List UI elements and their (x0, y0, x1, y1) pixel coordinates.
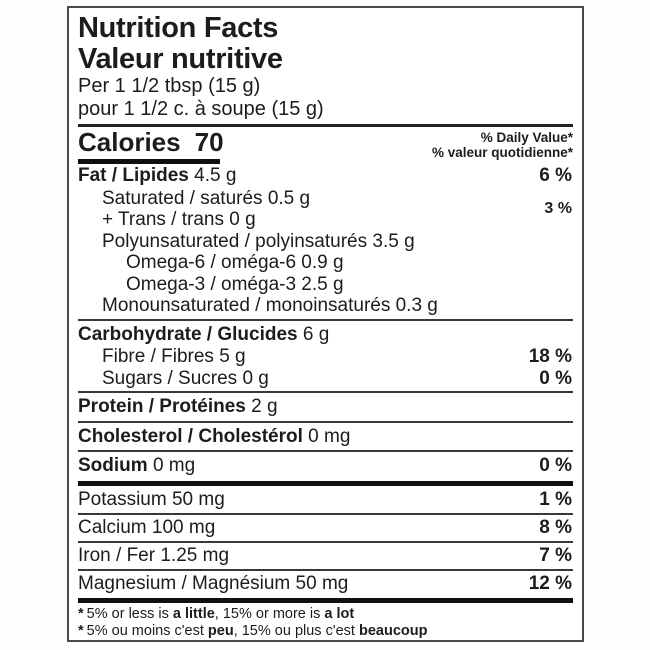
nutrient-name-omega3: Omega-3 / oméga-3 2.5 g (126, 273, 344, 295)
serving-size-fr: pour 1 1/2 c. à soupe (15 g) (78, 98, 324, 120)
nutrient-row-omega6: Omega-6 / oméga-6 0.9 g (78, 252, 573, 274)
nutrient-row-calcium: Calcium 100 mg 8 % (78, 517, 573, 539)
nutrient-row-fibre: Fibre / Fibres 5 g 18 % (78, 346, 573, 368)
nutrient-row-iron: Iron / Fer 1.25 mg 7 % (78, 545, 573, 567)
footnote-fr: * 5% ou moins c'est peu, 15% ou plus c'es… (78, 623, 428, 639)
calories-band: Calories 70 % Daily Value* % valeur quoti… (78, 129, 573, 164)
divider-protein-cholesterol (78, 420, 573, 423)
nutrient-name-magnesium: Magnesium / Magnésium 50 mg (78, 572, 349, 594)
nutrient-dv-magnesium: 12 % (528, 572, 572, 594)
calories-label: Calories (78, 127, 181, 157)
divider-cholesterol-sodium (78, 450, 573, 452)
daily-value-header: % Daily Value* % valeur quotidienne* (432, 129, 573, 160)
nutrient-name-sugars: Sugars / Sucres 0 g (102, 367, 269, 389)
nutrient-name-omega6: Omega-6 / oméga-6 0.9 g (126, 252, 344, 273)
nutrient-name-monounsaturated: Monounsaturated / monoinsaturés 0.3 g (102, 295, 438, 316)
calories-underline (78, 159, 220, 164)
nutrient-name-protein: Protein / Protéines 2 g (78, 396, 278, 417)
nutrient-name-calcium: Calcium 100 mg (78, 516, 216, 538)
nutrient-dv-fat: 6 % (539, 165, 572, 186)
nutrient-dv-saturated-trans: 3 % (544, 200, 572, 217)
nutrient-name-polyunsaturated: Polyunsaturated / polyinsaturés 3.5 g (102, 230, 415, 252)
nutrient-row-sodium: Sodium 0 mg 0 % (78, 454, 573, 478)
serving-size-en: Per 1 1/2 tbsp (15 g) (78, 75, 261, 97)
calories-value: 70 (194, 127, 224, 157)
nutrient-dv-potassium: 1 % (539, 488, 572, 510)
nutrient-name-fibre: Fibre / Fibres 5 g (102, 346, 246, 367)
label-title-en: Nutrition Facts (78, 12, 279, 44)
nutrient-row-carbohydrate: Carbohydrate / Glucides 6 g (78, 323, 573, 347)
divider-carb-protein (78, 391, 573, 393)
saturated-trans-lines: Saturated / saturés 0.5 g + Trans / tran… (78, 188, 310, 231)
nutrient-row-protein: Protein / Protéines 2 g (78, 395, 573, 419)
nutrient-name-trans: + Trans / trans 0 g (102, 209, 256, 230)
nutrient-row-magnesium: Magnesium / Magnésium 50 mg 12 % (78, 573, 573, 595)
calories-block: Calories 70 (78, 129, 224, 164)
nutrient-row-potassium: Potassium 50 mg 1 % (78, 489, 573, 511)
nutrient-dv-fibre: 18 % (528, 346, 572, 367)
nutrient-name-fat: Fat / Lipides 4.5 g (78, 165, 237, 186)
divider-sodium-minerals (78, 480, 573, 486)
divider-footnote (78, 597, 573, 603)
nutrient-name-sodium: Sodium 0 mg (78, 455, 196, 476)
nutrient-row-sugars: Sugars / Sucres 0 g 0 % (78, 368, 573, 390)
nutrient-row-fat: Fat / Lipides 4.5 g 6 % (78, 164, 573, 188)
nutrient-row-polyunsaturated: Polyunsaturated / polyinsaturés 3.5 g (78, 231, 573, 253)
nutrient-name-iron: Iron / Fer 1.25 mg (78, 544, 230, 566)
divider-header (78, 124, 573, 127)
daily-value-header-fr: % valeur quotidienne* (431, 145, 573, 160)
daily-value-header-en: % Daily Value* (480, 130, 573, 145)
nutrient-row-monounsaturated: Monounsaturated / monoinsaturés 0.3 g (78, 295, 573, 317)
nutrient-dv-sodium: 0 % (539, 455, 572, 476)
nutrient-dv-calcium: 8 % (539, 516, 572, 538)
nutrient-name-potassium: Potassium 50 mg (78, 488, 225, 510)
divider-calcium-iron (78, 540, 573, 543)
nutrient-dv-iron: 7 % (539, 544, 572, 566)
nutrient-row-cholesterol: Cholesterol / Cholestérol 0 mg (78, 425, 573, 449)
nutrition-facts-label: Nutrition Facts Valeur nutritive Per 1 1… (67, 6, 584, 642)
label-title-fr: Valeur nutritive (78, 43, 283, 75)
nutrient-name-cholesterol: Cholesterol / Cholestérol 0 mg (78, 425, 351, 447)
nutrient-row-omega3: Omega-3 / oméga-3 2.5 g (78, 274, 573, 296)
nutrient-name-saturated: Saturated / saturés 0.5 g (102, 187, 311, 209)
divider-fat-carb (78, 318, 573, 321)
nutrient-row-saturated-trans: Saturated / saturés 0.5 g + Trans / tran… (78, 188, 573, 231)
nutrient-dv-sugars: 0 % (539, 367, 572, 389)
nutrient-name-carbohydrate: Carbohydrate / Glucides 6 g (78, 323, 330, 345)
divider-potassium-calcium (78, 512, 573, 515)
divider-iron-magnesium (78, 568, 573, 571)
footnote-en: * 5% or less is a little, 15% or more is … (78, 605, 355, 622)
